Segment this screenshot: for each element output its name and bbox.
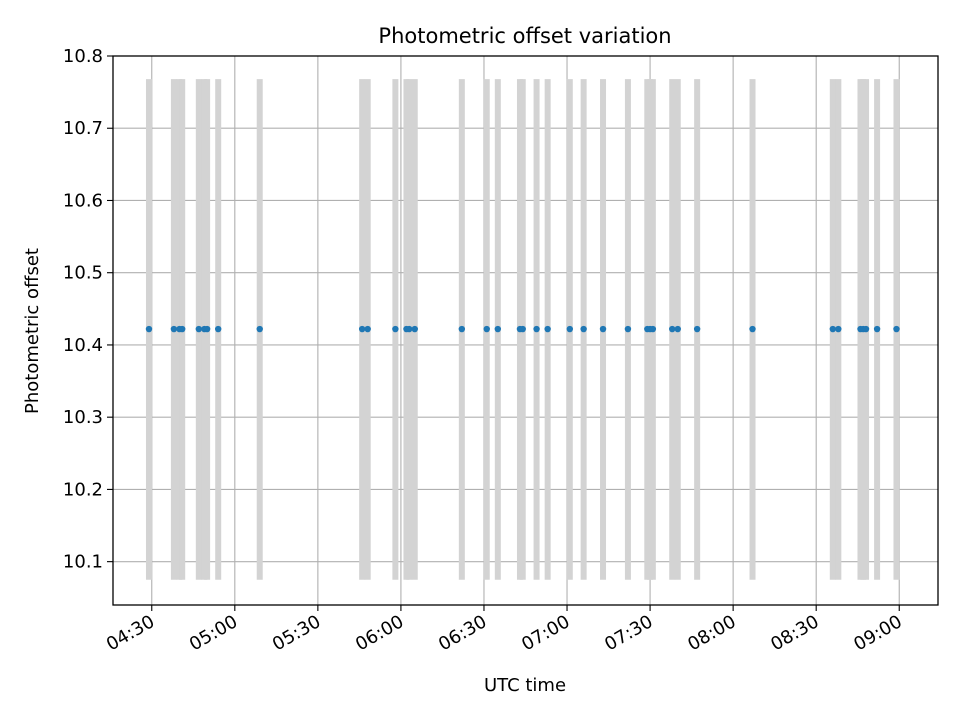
data-point [649,325,657,333]
data-point [533,325,540,333]
y-axis-label: Photometric offset [22,248,43,414]
data-points [145,325,900,333]
data-point [358,325,366,333]
data-point [364,325,371,333]
data-point [256,325,263,333]
y-tick-label: 10.5 [63,263,103,284]
data-point [195,325,203,333]
y-tick-label: 10.4 [63,335,103,356]
data-point [862,325,870,333]
data-point [483,325,490,333]
data-point [599,325,607,333]
data-point [693,325,701,333]
data-point [580,325,587,333]
data-point [544,325,551,333]
data-point [749,325,756,333]
y-tick-label: 10.6 [63,190,103,211]
data-point [873,325,881,333]
y-tick-label: 10.3 [63,407,103,428]
data-point [494,325,502,333]
data-point [674,325,681,333]
y-ticks: 10.1 10.2 10.3 10.4 10.5 10.6 10.7 10.8 [63,46,113,573]
chart-title: Photometric offset variation [378,24,671,48]
data-point [179,325,186,333]
data-point [669,325,676,333]
data-point [519,325,526,333]
plot-frame [112,55,939,606]
x-axis-label: UTC time [484,675,566,696]
y-tick-label: 10.8 [63,46,103,67]
data-point [203,325,211,333]
data-point [411,325,418,333]
data-point [145,325,153,333]
y-tick-label: 10.7 [63,118,103,139]
data-point [829,325,836,333]
y-tick-label: 10.1 [63,552,103,573]
data-point [170,325,178,333]
data-point [835,325,842,333]
data-point [566,325,573,333]
data-point [893,325,900,333]
data-point [624,325,632,333]
y-tick-label: 10.2 [63,479,103,500]
data-point [215,325,222,333]
data-point [392,325,399,333]
data-point [406,325,413,333]
data-point [458,325,466,333]
